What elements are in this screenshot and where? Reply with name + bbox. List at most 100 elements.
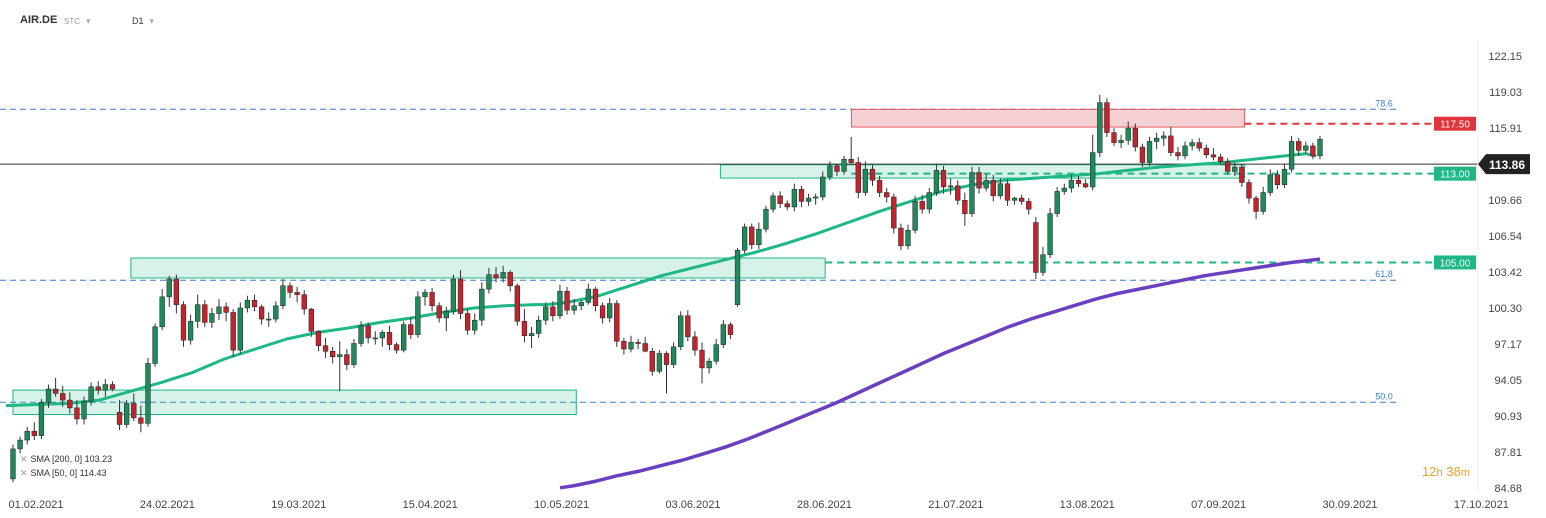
candle bbox=[912, 195, 918, 234]
candle bbox=[351, 339, 357, 368]
y-tick-label: 115.91 bbox=[1489, 123, 1522, 135]
symbol-label[interactable]: AIR.DE bbox=[20, 14, 58, 26]
candle-body bbox=[763, 208, 769, 230]
candle bbox=[1196, 138, 1202, 152]
candle bbox=[649, 347, 655, 376]
candle-body bbox=[237, 307, 243, 351]
candle bbox=[1019, 194, 1025, 205]
candle bbox=[521, 309, 528, 343]
candle-body bbox=[756, 228, 762, 245]
candle-body bbox=[514, 285, 520, 322]
y-tick-label: 103.42 bbox=[1488, 267, 1522, 279]
indicator-sma200[interactable]: ✕ SMA [200, 0] 103.23 bbox=[20, 454, 112, 465]
candle-body bbox=[905, 230, 911, 247]
candle-body bbox=[95, 386, 101, 391]
candle bbox=[294, 286, 300, 303]
candle-body bbox=[1161, 135, 1167, 139]
candle bbox=[706, 357, 712, 374]
candle-body bbox=[543, 306, 549, 321]
candle bbox=[891, 193, 897, 234]
candle-body bbox=[855, 162, 861, 193]
candle-body bbox=[614, 303, 620, 342]
candle bbox=[550, 301, 556, 322]
candle-body bbox=[301, 294, 307, 310]
candle bbox=[102, 379, 108, 397]
candle-body bbox=[88, 386, 94, 402]
candle bbox=[251, 294, 258, 312]
candle-body bbox=[195, 304, 201, 322]
candle bbox=[1075, 175, 1082, 187]
candle-body bbox=[337, 354, 343, 358]
candle-body bbox=[1203, 147, 1209, 156]
candle bbox=[237, 302, 243, 354]
candle-body bbox=[656, 353, 663, 372]
candle bbox=[415, 291, 421, 338]
candle bbox=[1168, 127, 1174, 156]
timeframe-selector[interactable]: D1 ▾ bbox=[132, 16, 154, 27]
candle-body bbox=[862, 168, 869, 193]
candle bbox=[607, 297, 613, 323]
fib-level-label: 78.6 bbox=[1375, 98, 1393, 108]
candle bbox=[976, 166, 982, 194]
candle bbox=[464, 309, 471, 335]
candle bbox=[1033, 216, 1039, 280]
candle bbox=[1146, 137, 1153, 166]
candle-body bbox=[1146, 141, 1153, 163]
candle-body bbox=[1239, 166, 1245, 183]
candle-body bbox=[599, 305, 606, 319]
candle bbox=[109, 381, 116, 392]
candle bbox=[1047, 208, 1053, 259]
candle bbox=[393, 342, 400, 354]
candle-body bbox=[138, 417, 144, 424]
candle-body bbox=[1281, 168, 1288, 186]
last-price-label: 113.86 bbox=[1489, 158, 1525, 172]
candle bbox=[578, 300, 584, 311]
candle bbox=[1111, 128, 1117, 146]
candle bbox=[287, 282, 293, 298]
x-tick-label: 07.09.2021 bbox=[1191, 499, 1246, 511]
candle-body bbox=[685, 315, 691, 338]
candle bbox=[493, 266, 499, 283]
candle bbox=[329, 346, 336, 364]
candle bbox=[10, 444, 16, 483]
candle bbox=[621, 337, 627, 355]
candle bbox=[152, 323, 158, 367]
candle bbox=[571, 299, 577, 315]
y-tick-label: 106.54 bbox=[1488, 231, 1522, 243]
candle-body bbox=[479, 288, 485, 321]
candle bbox=[585, 283, 592, 305]
candle bbox=[1082, 179, 1089, 189]
candle bbox=[1210, 148, 1217, 161]
candle-body bbox=[187, 321, 194, 341]
candle-body bbox=[969, 172, 975, 214]
indicator-sma50[interactable]: ✕ SMA [50, 0] 114.43 bbox=[20, 468, 106, 479]
candle-body bbox=[784, 203, 790, 208]
candle bbox=[784, 200, 790, 211]
close-icon[interactable]: ✕ bbox=[20, 454, 28, 464]
candle bbox=[1310, 142, 1316, 160]
candle bbox=[1253, 195, 1259, 220]
candle-body bbox=[507, 272, 513, 287]
candle-body bbox=[315, 331, 322, 346]
candle-body bbox=[401, 324, 407, 351]
candle bbox=[1175, 147, 1181, 161]
candle-body bbox=[1019, 197, 1025, 202]
market-selector[interactable]: STC ▾ bbox=[64, 16, 91, 27]
candle-body bbox=[415, 296, 421, 335]
candle-body bbox=[308, 308, 314, 332]
candle-body bbox=[1153, 137, 1160, 142]
candle-body bbox=[550, 306, 556, 316]
candle bbox=[876, 175, 883, 197]
candle-body bbox=[578, 302, 584, 306]
candle-body bbox=[777, 195, 783, 204]
candle bbox=[486, 268, 492, 294]
candle bbox=[95, 381, 101, 395]
close-icon[interactable]: ✕ bbox=[20, 468, 28, 478]
candle bbox=[1239, 164, 1245, 187]
candle bbox=[741, 223, 748, 254]
y-tick-label: 109.66 bbox=[1488, 195, 1522, 207]
candle-body bbox=[557, 291, 563, 316]
sma50-line bbox=[5, 152, 1317, 408]
x-tick-label: 17.10.2021 bbox=[1454, 499, 1509, 511]
